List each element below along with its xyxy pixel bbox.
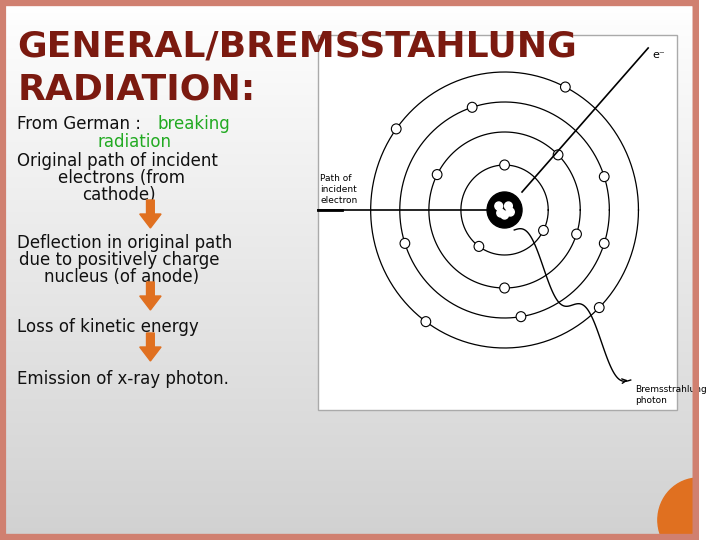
Circle shape xyxy=(553,150,563,160)
Text: RADIATION:: RADIATION: xyxy=(17,72,256,106)
Text: Emission of x-ray photon.: Emission of x-ray photon. xyxy=(17,370,230,388)
Text: Deflection in original path: Deflection in original path xyxy=(17,234,233,252)
FancyArrow shape xyxy=(140,333,161,361)
Text: From German :: From German : xyxy=(17,115,147,133)
Text: GENERAL/BREMSSTAHLUNG: GENERAL/BREMSSTAHLUNG xyxy=(17,30,577,64)
Circle shape xyxy=(421,316,431,327)
FancyArrow shape xyxy=(140,282,161,310)
Text: Original path of incident: Original path of incident xyxy=(17,152,218,170)
Circle shape xyxy=(599,238,609,248)
Circle shape xyxy=(595,302,604,313)
Circle shape xyxy=(487,192,522,228)
Circle shape xyxy=(495,202,503,210)
Circle shape xyxy=(467,102,477,112)
Circle shape xyxy=(474,241,484,252)
Circle shape xyxy=(392,124,401,134)
Bar xyxy=(318,35,678,410)
Text: electrons (from: electrons (from xyxy=(58,169,185,187)
Text: cathode): cathode) xyxy=(83,186,156,204)
Text: breaking: breaking xyxy=(157,115,230,133)
Circle shape xyxy=(500,160,510,170)
Circle shape xyxy=(516,312,526,322)
Text: Path of
incident
electron: Path of incident electron xyxy=(320,174,357,205)
FancyArrow shape xyxy=(140,200,161,228)
Circle shape xyxy=(500,283,510,293)
Text: nucleus (of anode): nucleus (of anode) xyxy=(44,268,199,286)
Circle shape xyxy=(599,172,609,181)
Text: Loss of kinetic energy: Loss of kinetic energy xyxy=(17,318,199,336)
Text: e⁻: e⁻ xyxy=(652,50,665,60)
Text: due to positively charge: due to positively charge xyxy=(19,251,220,269)
Circle shape xyxy=(500,211,508,219)
Circle shape xyxy=(432,170,442,180)
Circle shape xyxy=(572,229,581,239)
Circle shape xyxy=(539,225,549,235)
Circle shape xyxy=(506,208,514,216)
Circle shape xyxy=(497,209,505,217)
Circle shape xyxy=(560,82,570,92)
Circle shape xyxy=(505,202,513,210)
Text: radiation: radiation xyxy=(97,133,171,151)
Circle shape xyxy=(658,478,720,540)
Circle shape xyxy=(400,238,410,248)
Text: Bremsstrahlung
photon: Bremsstrahlung photon xyxy=(636,385,707,405)
